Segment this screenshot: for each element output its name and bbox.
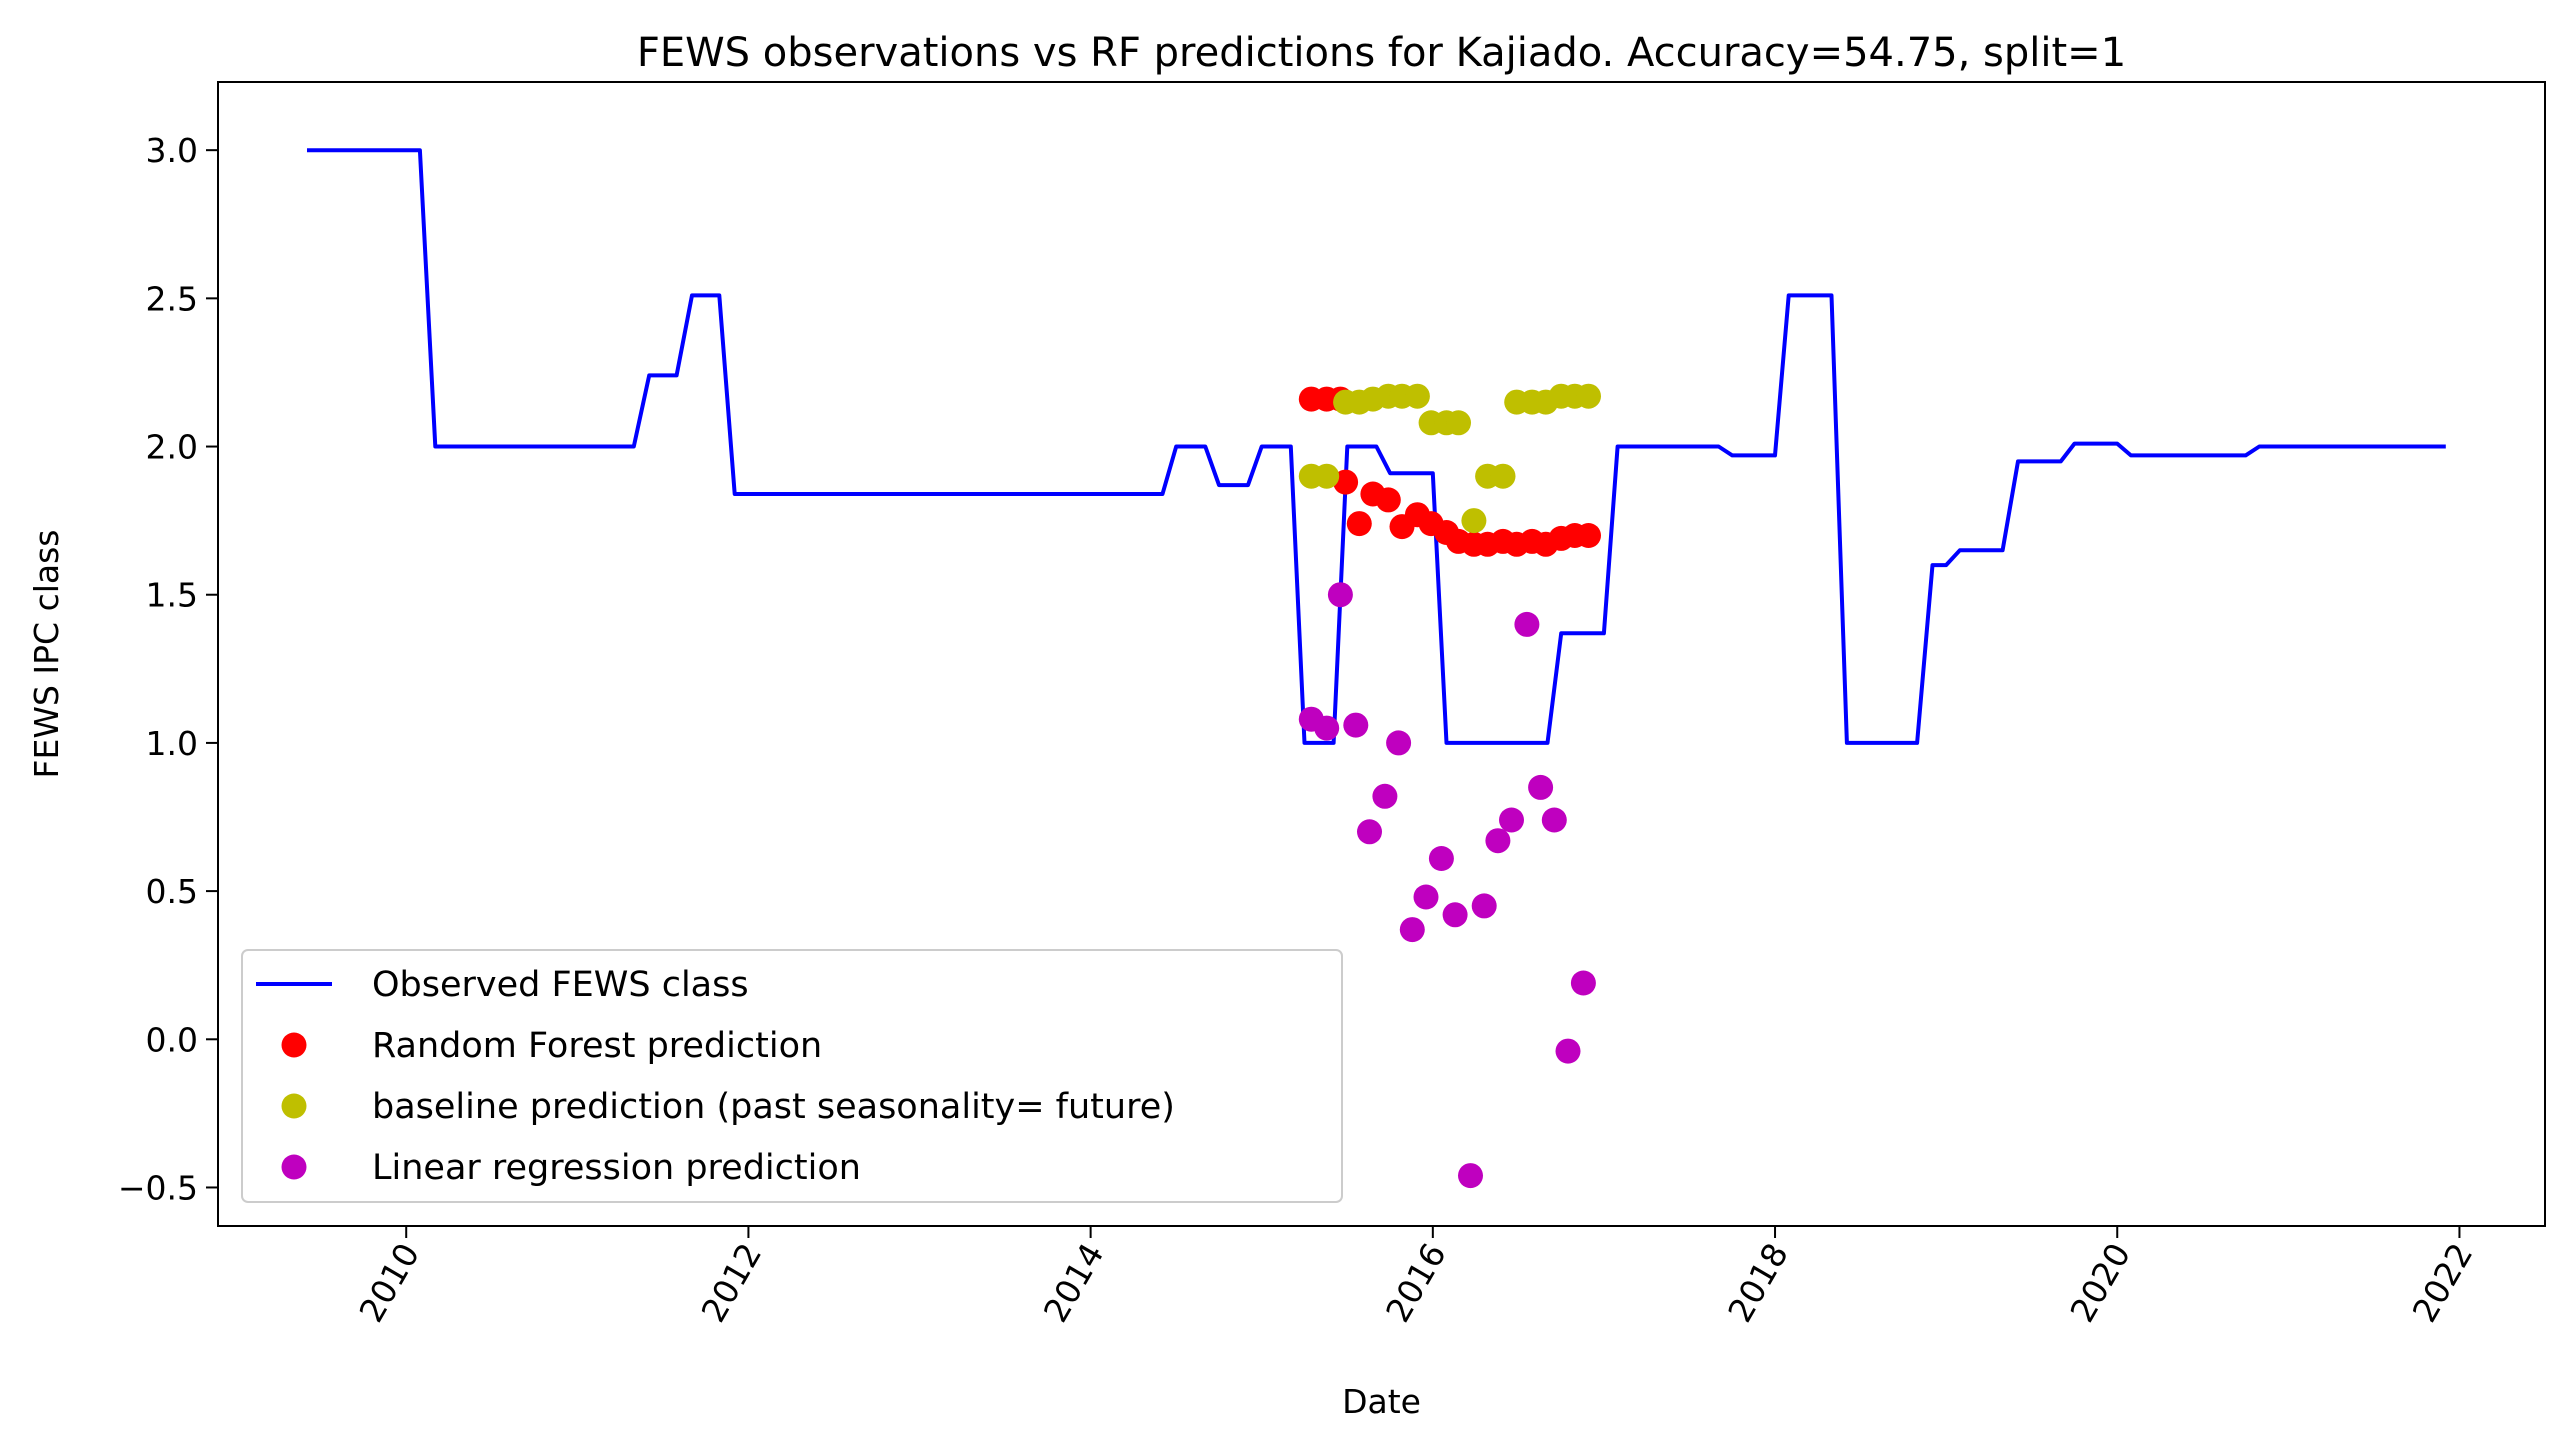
legend-entries: Observed FEWS class Random Forest predict… xyxy=(256,965,1175,1188)
y-tick-label: 0.5 xyxy=(146,872,198,911)
baseline-prediction-point xyxy=(1576,383,1601,409)
linear-regression-point xyxy=(1514,611,1540,637)
y-tick-label: 2.5 xyxy=(146,279,198,318)
legend-label: Observed FEWS class xyxy=(372,965,749,1005)
linear-regression-point xyxy=(1528,774,1554,800)
linear-regression-point xyxy=(1570,970,1596,996)
linear-regression-point xyxy=(1372,783,1398,809)
linear-regression-point xyxy=(1458,1163,1483,1189)
observed-series-line xyxy=(307,148,2446,745)
chart-title: FEWS observations vs RF predictions for … xyxy=(637,30,2126,76)
legend-label: Linear regression prediction xyxy=(372,1148,861,1188)
legend-marker-swatch xyxy=(281,1032,307,1058)
y-tick-label: 2.0 xyxy=(146,428,198,467)
y-tick-label: 1.0 xyxy=(146,724,198,763)
baseline-prediction-point xyxy=(1446,410,1471,436)
legend-marker-swatch xyxy=(281,1154,307,1180)
linear-regression-point xyxy=(1555,1038,1581,1064)
rf-prediction-point xyxy=(1375,487,1401,513)
baseline-prediction-point xyxy=(1314,463,1340,489)
y-axis: −0.5 0.0 0.5 1.0 1.5 2.0 2.5 3.0 xyxy=(118,131,218,1207)
linear-regression-point xyxy=(1314,715,1340,741)
y-axis-label: FEWS IPC class xyxy=(27,530,66,779)
rf-prediction-point xyxy=(1333,469,1359,495)
plot-area xyxy=(217,81,2546,1227)
linear-regression-point xyxy=(1471,893,1497,919)
baseline-prediction-point xyxy=(1490,463,1516,489)
linear-regression-point xyxy=(1399,917,1425,943)
linear-regression-point xyxy=(1428,846,1454,871)
y-tick-label: 3.0 xyxy=(146,131,198,170)
legend-box xyxy=(241,949,1343,1203)
plot-frame xyxy=(217,81,2546,1227)
linear-regression-point xyxy=(1343,712,1369,738)
linear-regression-point xyxy=(1413,884,1439,910)
y-tick-label: 0.0 xyxy=(146,1020,198,1059)
linear-regression-point xyxy=(1386,730,1412,756)
y-tick-label: 1.5 xyxy=(146,576,198,615)
rf-prediction-point xyxy=(1576,523,1601,548)
legend-marker-swatch xyxy=(281,1093,307,1119)
linear-regression-point xyxy=(1499,807,1524,833)
baseline-prediction-point xyxy=(1404,383,1430,409)
rf-prediction-point xyxy=(1346,511,1372,537)
y-tick-label: −0.5 xyxy=(118,1168,198,1207)
legend: Observed FEWS class Random Forest predict… xyxy=(241,949,1343,1203)
legend-label: baseline prediction (past seasonality= f… xyxy=(372,1087,1175,1127)
linear-regression-point xyxy=(1357,819,1382,845)
linear-regression-point xyxy=(1442,902,1468,928)
baseline-prediction-point xyxy=(1461,508,1487,534)
legend-label: Random Forest prediction xyxy=(372,1026,822,1066)
x-axis-label: Date xyxy=(1342,1382,1421,1421)
series-layer xyxy=(307,148,2446,1189)
linear-regression-point xyxy=(1541,807,1567,833)
linear-regression-point xyxy=(1327,582,1353,608)
linear-regression-point xyxy=(1485,828,1511,854)
